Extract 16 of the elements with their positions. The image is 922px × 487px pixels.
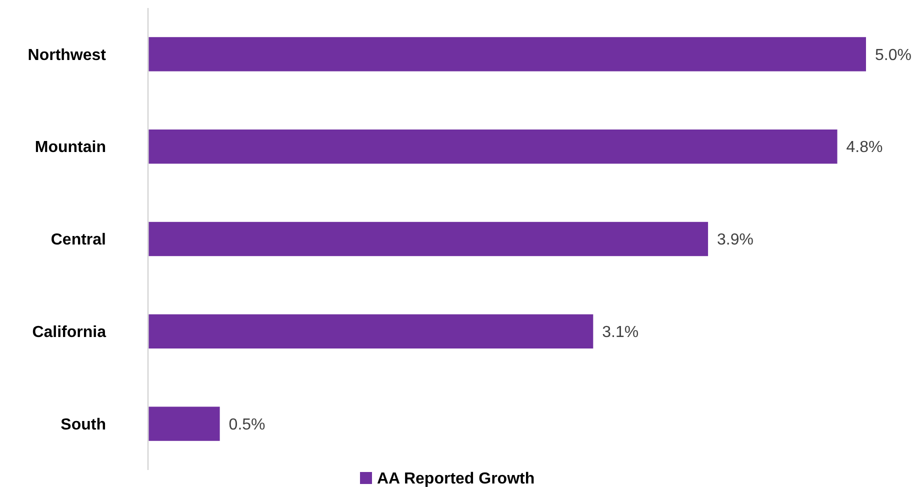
y-tick-label: Mountain xyxy=(34,139,106,156)
data-label: 3.9% xyxy=(717,232,754,249)
y-tick-label: California xyxy=(32,324,106,341)
y-tick-label: Northwest xyxy=(28,46,107,64)
bar xyxy=(148,314,594,348)
bar xyxy=(148,130,838,164)
y-tick-label: Central xyxy=(50,232,106,249)
bar xyxy=(148,406,220,441)
legend-label: AA Reported Growth xyxy=(377,470,535,487)
bar xyxy=(148,37,866,72)
y-tick-label: South xyxy=(60,416,106,434)
data-label: 0.5% xyxy=(228,416,266,434)
data-label: 3.1% xyxy=(602,324,639,341)
data-label: 5.0% xyxy=(875,46,912,64)
bar xyxy=(148,222,708,256)
data-label: 4.8% xyxy=(846,139,883,156)
